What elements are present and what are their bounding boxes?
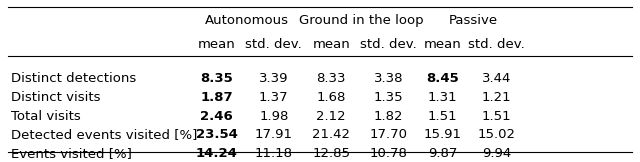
Text: 14.24: 14.24 [195,147,237,160]
Text: 12.85: 12.85 [312,147,350,160]
Text: 8.33: 8.33 [316,73,346,86]
Text: Distinct visits: Distinct visits [11,91,100,104]
Text: 1.87: 1.87 [200,91,233,104]
Text: std. dev.: std. dev. [245,38,302,51]
Text: 9.87: 9.87 [428,147,458,160]
Text: mean: mean [424,38,461,51]
Text: 8.45: 8.45 [426,73,459,86]
Text: Autonomous: Autonomous [205,13,289,27]
Text: mean: mean [312,38,350,51]
Text: 10.78: 10.78 [369,147,408,160]
Text: 1.98: 1.98 [259,110,289,123]
Text: 11.18: 11.18 [255,147,293,160]
Text: 15.91: 15.91 [424,128,461,141]
Text: 1.51: 1.51 [482,110,511,123]
Text: Events visited [%]: Events visited [%] [11,147,132,160]
Text: 1.31: 1.31 [428,91,458,104]
Text: 3.38: 3.38 [374,73,403,86]
Text: Detected events visited [%]: Detected events visited [%] [11,128,197,141]
Text: std. dev.: std. dev. [468,38,525,51]
Text: mean: mean [198,38,236,51]
Text: 3.44: 3.44 [482,73,511,86]
Text: 8.35: 8.35 [200,73,233,86]
Text: std. dev.: std. dev. [360,38,417,51]
Text: 2.46: 2.46 [200,110,233,123]
Text: 17.91: 17.91 [255,128,293,141]
Text: 21.42: 21.42 [312,128,350,141]
Text: 1.68: 1.68 [316,91,346,104]
Text: 17.70: 17.70 [369,128,408,141]
Text: Total visits: Total visits [11,110,81,123]
Text: 15.02: 15.02 [478,128,516,141]
Text: 3.39: 3.39 [259,73,289,86]
Text: 1.51: 1.51 [428,110,458,123]
Text: 1.21: 1.21 [482,91,511,104]
Text: 9.94: 9.94 [482,147,511,160]
Text: 1.82: 1.82 [374,110,403,123]
Text: Passive: Passive [449,13,497,27]
Text: Ground in the loop: Ground in the loop [299,13,424,27]
Text: 23.54: 23.54 [195,128,237,141]
Text: 1.35: 1.35 [374,91,403,104]
Text: 2.12: 2.12 [316,110,346,123]
Text: Distinct detections: Distinct detections [11,73,136,86]
Text: 1.37: 1.37 [259,91,289,104]
